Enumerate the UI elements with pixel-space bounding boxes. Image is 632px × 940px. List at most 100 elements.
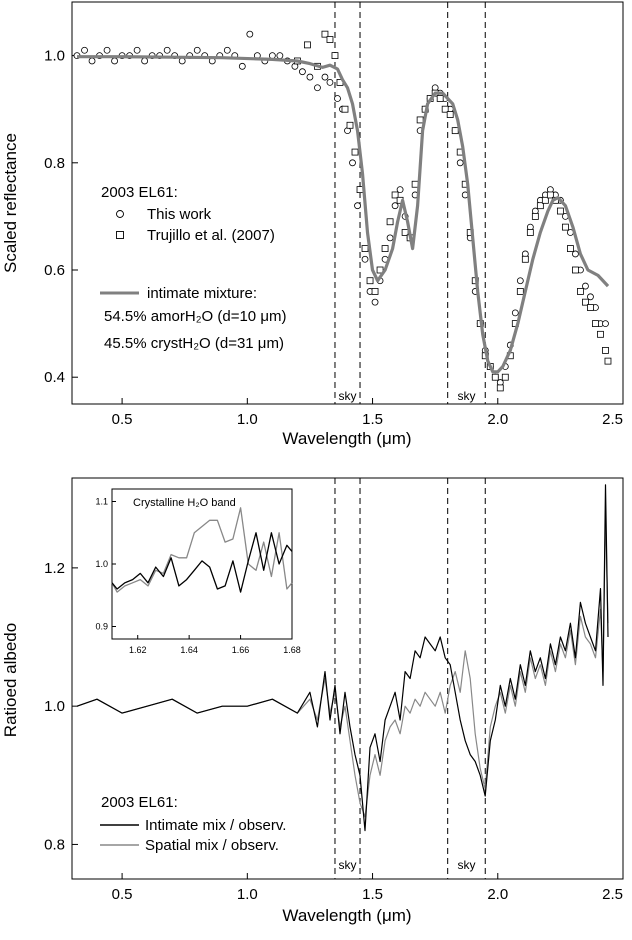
data-point-square [386, 218, 394, 226]
bottom-legend: 2003 EL61: Intimate mix / observ. Spatia… [100, 794, 286, 854]
data-point-square [371, 288, 379, 295]
y-tick-label: 1.0 [44, 48, 65, 65]
data-point-square [501, 373, 509, 381]
x-tick-label: 0.5 [112, 886, 133, 903]
x-tick-label: 1.5 [362, 411, 383, 428]
data-point-square [326, 36, 334, 43]
x-tick-label: 1.68 [283, 645, 301, 655]
data-point-square [546, 191, 554, 199]
bottom-plot-frame [71, 477, 624, 880]
data-point-circle [163, 46, 171, 54]
y-tick-label: 1.0 [44, 698, 65, 715]
data-point-square [361, 245, 369, 252]
series-trujillo [294, 30, 612, 392]
data-point-square [582, 298, 589, 306]
data-point-square [416, 116, 424, 124]
data-point-circle [587, 293, 594, 301]
data-point-circle [111, 57, 118, 65]
data-point-circle [193, 46, 201, 54]
data-point-square [602, 346, 609, 354]
y-tick-label: 0.9 [95, 622, 108, 632]
data-point-circle [354, 202, 361, 210]
legend-circle-marker-icon [116, 210, 124, 218]
data-point-square [541, 196, 549, 204]
series-intimate-mixture [77, 55, 610, 374]
data-point-square [567, 245, 574, 252]
data-point-square [491, 373, 499, 381]
data-point-circle [334, 95, 341, 102]
y-tick-label: 0.8 [44, 836, 65, 853]
bottom-legend-title: 2003 EL61: [101, 794, 178, 811]
top-legend-item: This work [147, 206, 212, 223]
data-point-circle [602, 320, 609, 328]
data-point-square [304, 41, 311, 49]
bottom-legend-item: Spatial mix / observ. [145, 837, 279, 854]
sky-label: sky [457, 389, 475, 403]
data-point-circle [516, 277, 524, 285]
data-point-circle [103, 46, 111, 54]
data-point-circle [572, 250, 579, 258]
x-tick-label: 2.0 [487, 886, 508, 903]
top-panel: 0.5 1.0 1.5 2.0 2.5 0.4 0.6 0.8 1.0 sky sky Wavel… [1, 1, 624, 448]
data-point-circle [349, 159, 356, 167]
data-point-square [331, 52, 339, 59]
inset-title: Crystalline H₂O band [133, 497, 236, 509]
data-point-circle [326, 79, 334, 86]
x-tick-label: 2.5 [602, 886, 623, 903]
top-legend: 2003 EL61: This work Trujillo et al. (20… [100, 184, 286, 352]
x-tick-label: 1.66 [232, 645, 250, 655]
series-line [76, 484, 609, 832]
inset-series-black [111, 532, 293, 593]
y-tick-label: 1.0 [95, 559, 108, 569]
data-point-circle [321, 73, 329, 81]
data-point-square [521, 255, 529, 263]
x-tick-label: 1.5 [362, 886, 383, 903]
data-point-circle [314, 84, 321, 92]
data-point-square [391, 191, 399, 199]
data-point-square [441, 105, 449, 113]
data-point-square [411, 180, 419, 188]
y-tick-label: 1.1 [95, 497, 108, 507]
top-xlabel: Wavelength (μm) [282, 429, 411, 448]
bottom-panel: 0.5 1.0 1.5 2.0 2.5 0.8 1.0 1.2 sky sky Waveleng… [1, 477, 624, 925]
data-point-circle [238, 62, 246, 70]
x-tick-label: 2.5 [602, 411, 623, 428]
data-point-square [351, 148, 359, 156]
x-tick-label: 0.5 [112, 411, 133, 428]
data-point-square [572, 266, 579, 274]
data-point-circle [361, 255, 369, 263]
sky-label: sky [339, 389, 357, 403]
series-intimate-mix [76, 484, 609, 832]
data-point-square [561, 223, 569, 231]
data-point-square [597, 330, 604, 338]
data-point-square [376, 266, 384, 274]
y-tick-label: 1.2 [44, 560, 65, 577]
data-point-square [526, 229, 534, 236]
x-tick-label: 1.0 [237, 411, 258, 428]
data-point-square [341, 105, 349, 113]
legend-square-marker-icon [116, 231, 124, 239]
data-point-circle [141, 57, 149, 65]
series-line [77, 55, 610, 374]
y-tick-label: 0.8 [44, 155, 65, 172]
bottom-legend-item: Intimate mix / observ. [145, 817, 286, 834]
top-legend-title: 2003 EL61: [101, 184, 178, 201]
data-point-circle [223, 46, 231, 54]
data-point-square [451, 127, 459, 135]
data-point-square [536, 202, 544, 210]
data-point-circle [246, 30, 254, 38]
data-point-circle [268, 52, 276, 59]
top-plot-frame [71, 1, 624, 405]
data-point-circle [88, 57, 96, 65]
data-point-square [531, 212, 539, 220]
series-line [111, 532, 293, 593]
data-point-square [436, 95, 444, 102]
data-point-circle [133, 46, 141, 54]
data-point-square [381, 245, 389, 252]
top-legend-item: intimate mixture: [147, 285, 257, 302]
data-point-square [587, 304, 594, 311]
x-tick-label: 2.0 [487, 411, 508, 428]
data-point-square [577, 288, 584, 295]
sky-label: sky [457, 858, 475, 872]
data-point-circle [582, 282, 589, 290]
